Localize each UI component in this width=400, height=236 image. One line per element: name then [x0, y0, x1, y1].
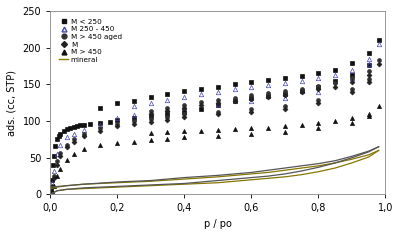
Y-axis label: ads. (cc, STP): ads. (cc, STP) [7, 70, 17, 136]
X-axis label: p / po: p / po [204, 219, 232, 229]
Legend: M < 250, M 250 - 450, M > 450 aged, M, M > 450, mineral: M < 250, M 250 - 450, M > 450 aged, M, M… [57, 16, 124, 65]
